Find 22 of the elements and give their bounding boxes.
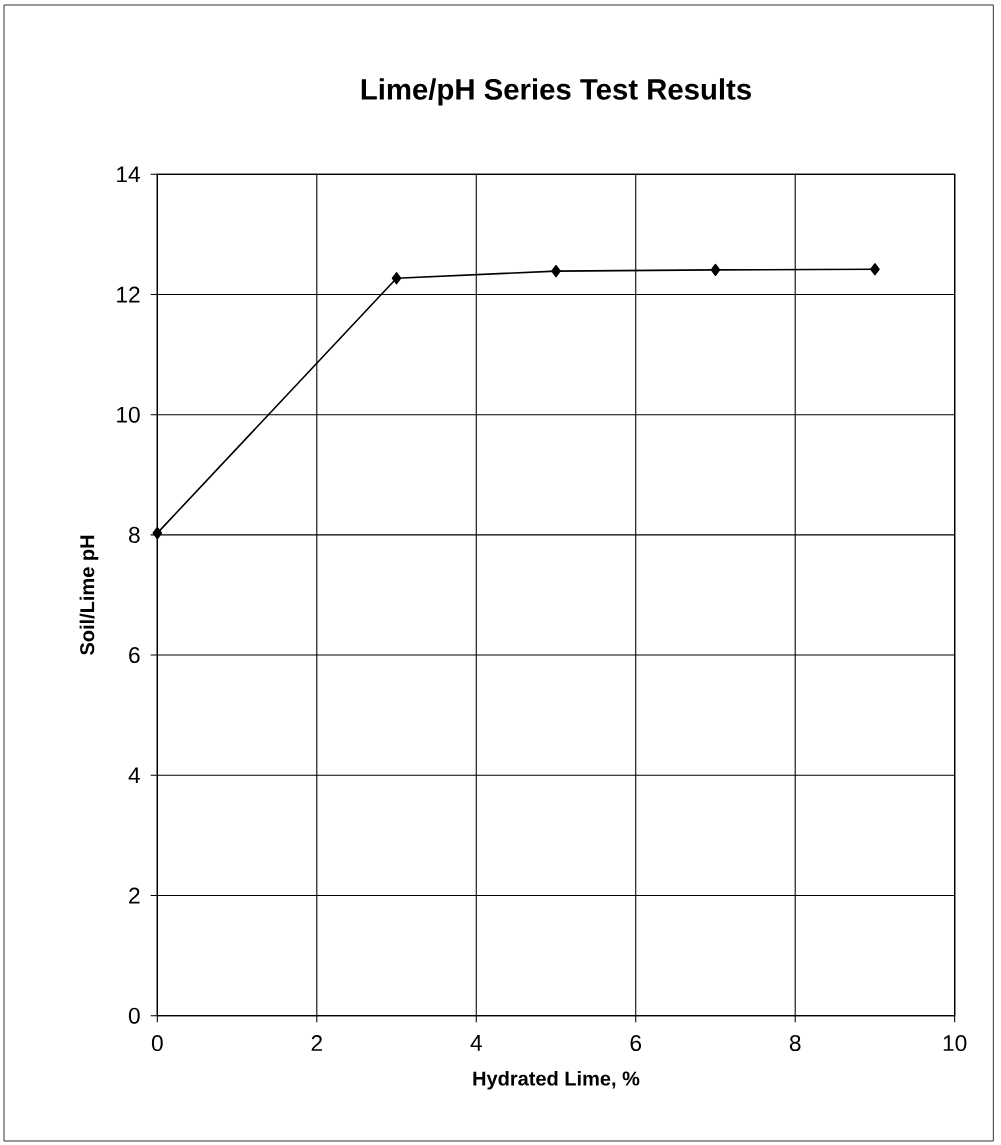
chart-title: Lime/pH Series Test Results (361, 78, 751, 106)
point (551, 264, 561, 278)
y-axis-title: Soil/Lime pH (79, 535, 99, 655)
x-axis-title: Hydrated Lime, % (473, 1070, 640, 1090)
y-tick-label: 6 (129, 647, 140, 664)
x-tick-label: 4 (470, 1035, 482, 1051)
y-tick-label: 0 (128, 1007, 140, 1024)
y-tick-label: 14 (117, 166, 140, 183)
x-tick-label: 10 (943, 1035, 967, 1052)
y-tick-label: 2 (129, 887, 140, 904)
x-tick-label: 6 (630, 1035, 642, 1052)
x-tick-label: 2 (311, 1035, 322, 1051)
y-tick-label: 10 (117, 406, 140, 423)
x-tick-label: 0 (151, 1035, 163, 1052)
y-tick-label: 12 (117, 286, 140, 303)
y-tick-label: 8 (129, 526, 140, 543)
y-tick-label: 4 (128, 767, 140, 784)
point (870, 263, 880, 276)
point (710, 263, 721, 277)
point (152, 526, 163, 540)
x-tick-label: 8 (789, 1035, 801, 1052)
point (391, 272, 402, 285)
